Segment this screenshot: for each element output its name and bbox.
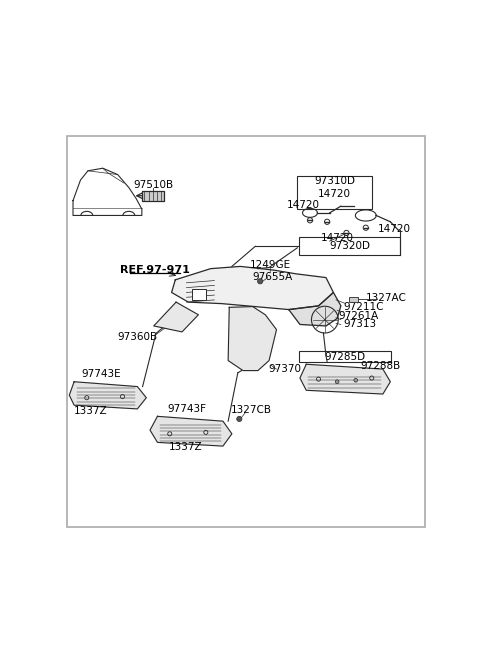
Text: 97360B: 97360B [117,332,157,342]
Text: 97313: 97313 [343,320,376,329]
FancyBboxPatch shape [299,351,391,362]
FancyBboxPatch shape [299,237,400,255]
Text: 97743E: 97743E [82,369,121,379]
Text: 1249GE: 1249GE [250,260,291,270]
Polygon shape [228,307,276,371]
Text: 97211C: 97211C [343,303,384,312]
Text: 1327CB: 1327CB [231,405,272,415]
FancyBboxPatch shape [192,289,206,300]
Text: 97510B: 97510B [133,179,173,189]
Text: 14720: 14720 [321,233,354,243]
Circle shape [237,417,242,422]
FancyBboxPatch shape [297,176,372,209]
Text: 1337Z: 1337Z [74,407,108,417]
Polygon shape [150,417,232,446]
Circle shape [354,379,358,382]
FancyBboxPatch shape [67,136,425,527]
Polygon shape [154,302,198,332]
Text: 1327AC: 1327AC [366,293,407,303]
Polygon shape [69,382,146,409]
Polygon shape [172,267,334,310]
Text: 97370: 97370 [269,364,301,374]
Text: 97743F: 97743F [168,404,207,414]
Text: 97320D: 97320D [329,241,370,252]
Text: 97288B: 97288B [360,361,401,371]
FancyBboxPatch shape [142,191,164,200]
Text: 97310D: 97310D [314,176,355,186]
Text: 1337Z: 1337Z [169,442,203,452]
Text: 97261A: 97261A [338,311,378,321]
FancyBboxPatch shape [349,297,358,302]
Text: REF.97-971: REF.97-971 [120,265,190,275]
Text: 97655A: 97655A [252,272,293,282]
Text: 97285D: 97285D [324,352,365,362]
Text: 14720: 14720 [287,200,320,210]
Text: 14720: 14720 [378,224,410,234]
Text: 14720: 14720 [318,189,351,199]
Polygon shape [289,293,341,326]
Circle shape [258,278,263,284]
Circle shape [335,380,339,384]
Polygon shape [300,364,390,394]
